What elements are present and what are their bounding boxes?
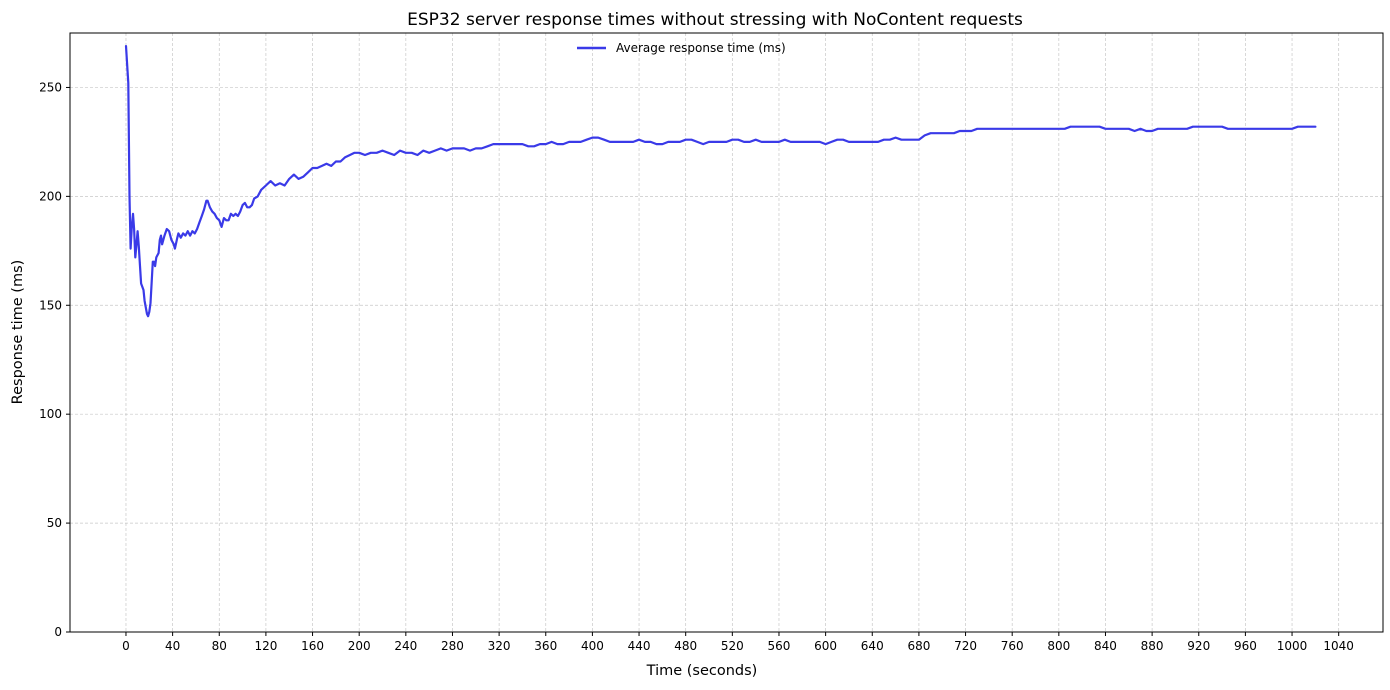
x-tick-label: 920	[1187, 639, 1210, 653]
y-tick-label: 200	[39, 189, 62, 203]
y-tick-label: 0	[54, 625, 62, 639]
x-tick-label: 520	[721, 639, 744, 653]
legend-label: Average response time (ms)	[616, 41, 786, 55]
x-tick-label: 480	[674, 639, 697, 653]
y-tick-label: 150	[39, 298, 62, 312]
x-tick-label: 160	[301, 639, 324, 653]
x-tick-label: 40	[165, 639, 180, 653]
series-line	[124, 45, 1317, 318]
x-tick-label: 560	[768, 639, 791, 653]
x-tick-label: 720	[954, 639, 977, 653]
x-tick-label: 640	[861, 639, 884, 653]
x-tick-label: 80	[212, 639, 227, 653]
x-tick-label: 680	[907, 639, 930, 653]
x-tick-label: 600	[814, 639, 837, 653]
y-tick-label: 50	[47, 516, 62, 530]
x-tick-label: 320	[488, 639, 511, 653]
y-tick-label: 100	[39, 407, 62, 421]
y-axis-label: Response time (ms)	[10, 260, 26, 405]
series-layer	[124, 45, 1317, 318]
x-tick-label: 240	[394, 639, 417, 653]
x-axis-label: Time (seconds)	[646, 663, 758, 679]
x-tick-label: 0	[122, 639, 130, 653]
x-tick-label: 760	[1001, 639, 1024, 653]
grid-layer	[70, 33, 1383, 633]
x-tick-label: 200	[348, 639, 371, 653]
x-tick-label: 400	[581, 639, 604, 653]
x-tick-label: 1040	[1323, 639, 1354, 653]
x-tick-label: 280	[441, 639, 464, 653]
x-tick-label: 800	[1047, 639, 1070, 653]
x-tick-label: 1000	[1277, 639, 1308, 653]
plot-frame	[69, 32, 1384, 633]
x-tick-label: 960	[1234, 639, 1257, 653]
x-tick-label: 360	[534, 639, 557, 653]
x-tick-label: 120	[254, 639, 277, 653]
x-tick-label: 440	[628, 639, 651, 653]
ticks-layer: 0 40 80 120 160 200 240 280 320 360 400 440 480 520 56…	[39, 80, 1354, 653]
x-tick-label: 880	[1141, 639, 1164, 653]
y-tick-label: 250	[39, 80, 62, 94]
legend: Average response time (ms)	[577, 41, 786, 55]
chart-title: ESP32 server response times without stre…	[407, 10, 1023, 30]
x-tick-label: 840	[1094, 639, 1117, 653]
